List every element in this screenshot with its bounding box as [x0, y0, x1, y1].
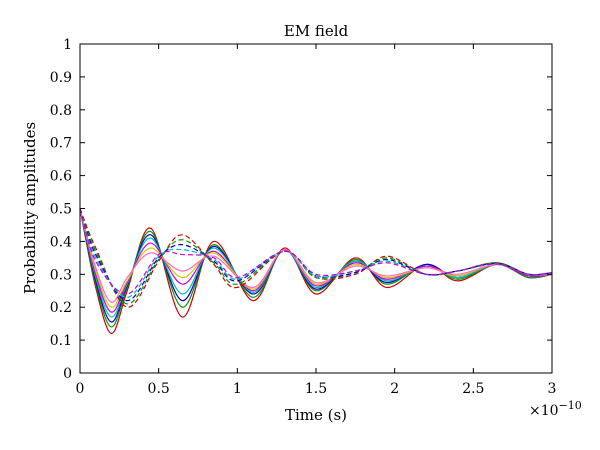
x-axis-label: Time (s) — [285, 406, 347, 424]
x-tick-label: 0.5 — [148, 381, 170, 397]
x-tick-label: 1 — [233, 381, 242, 397]
y-tick-label: 0 — [63, 366, 72, 382]
series-line-1 — [79, 208, 553, 335]
x-tick-label: 3 — [548, 381, 557, 397]
y-tick-label: 1 — [63, 37, 72, 53]
series-line-12 — [79, 208, 553, 295]
y-tick-label: 0.3 — [50, 267, 72, 283]
series-line-7 — [79, 208, 553, 303]
series-line-4 — [79, 208, 553, 318]
plot-frame — [79, 43, 553, 374]
x-tick-label: 0 — [76, 381, 85, 397]
series-line-5 — [79, 208, 553, 313]
x-multiplier-exponent: −10 — [559, 399, 582, 412]
x-tick-label: 2.5 — [462, 381, 484, 397]
x-tick-label: 2 — [390, 381, 399, 397]
x-multiplier-base: ×10 — [529, 403, 559, 419]
series-line-10 — [79, 208, 553, 302]
y-tick-label: 0.4 — [50, 234, 72, 250]
series-line-6 — [79, 208, 553, 308]
series-line-8 — [79, 208, 553, 308]
y-axis-label: Probability amplitudes — [21, 122, 39, 294]
y-tick-label: 0.8 — [50, 103, 72, 119]
y-tick-label: 0.6 — [50, 169, 72, 185]
y-tick-label: 0.9 — [50, 70, 72, 86]
y-tick-label: 0.2 — [50, 300, 72, 316]
y-tick-label: 0.7 — [50, 136, 72, 152]
x-tick-label: 1.5 — [305, 381, 327, 397]
series-layer — [79, 208, 553, 335]
y-tick-label: 0.1 — [50, 333, 72, 349]
chart-title: EM field — [284, 22, 349, 40]
y-tick-label: 0.5 — [50, 202, 72, 218]
x-multiplier: ×10−10 — [529, 399, 582, 419]
ticks-layer: 0 0.5 1 1.5 2 2.5 3 0 0.1 0.2 0.3 0.4 0.5 0.6 0.7 0.8 0.… — [50, 37, 557, 397]
